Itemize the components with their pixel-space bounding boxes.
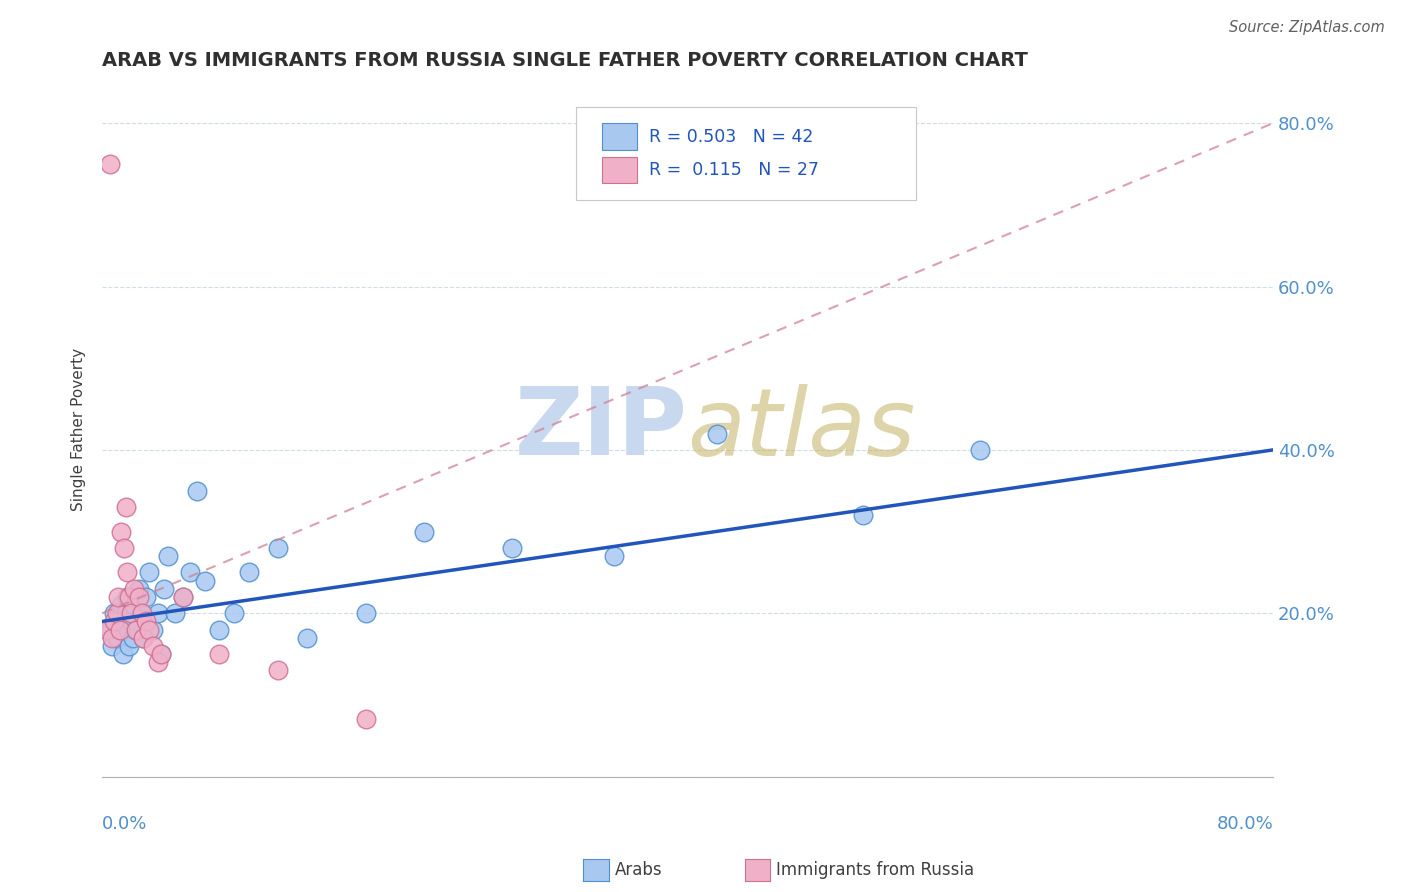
Point xyxy=(501,541,523,555)
Point xyxy=(105,631,128,645)
FancyBboxPatch shape xyxy=(576,107,915,201)
Text: atlas: atlas xyxy=(688,384,915,475)
Point xyxy=(172,590,194,604)
Text: Source: ZipAtlas.com: Source: ZipAtlas.com xyxy=(1229,20,1385,35)
Point xyxy=(132,631,155,645)
Text: 0.0%: 0.0% xyxy=(103,814,148,833)
Point xyxy=(117,639,139,653)
Text: 80.0%: 80.0% xyxy=(1216,814,1272,833)
Point xyxy=(172,590,194,604)
Point xyxy=(96,623,118,637)
Point xyxy=(131,607,153,621)
Point xyxy=(179,566,201,580)
Point xyxy=(115,566,138,580)
Point xyxy=(121,607,143,621)
Point xyxy=(124,598,146,612)
FancyBboxPatch shape xyxy=(602,157,637,183)
Point xyxy=(208,647,231,661)
Point xyxy=(146,655,169,669)
Point xyxy=(267,541,290,555)
Point xyxy=(138,623,160,637)
Text: R = 0.503   N = 42: R = 0.503 N = 42 xyxy=(650,128,813,145)
Text: Immigrants from Russia: Immigrants from Russia xyxy=(776,861,974,879)
Point xyxy=(706,426,728,441)
Point xyxy=(128,582,150,596)
Text: R =  0.115   N = 27: R = 0.115 N = 27 xyxy=(650,161,818,178)
Point xyxy=(238,566,260,580)
Text: ZIP: ZIP xyxy=(515,384,688,475)
Point xyxy=(101,639,124,653)
Point xyxy=(101,631,124,645)
Point xyxy=(111,647,134,661)
Point xyxy=(128,590,150,604)
Point xyxy=(132,631,155,645)
Point xyxy=(103,607,125,621)
Point xyxy=(267,664,290,678)
Point xyxy=(157,549,180,563)
Point xyxy=(165,607,187,621)
Point xyxy=(149,647,172,661)
Point xyxy=(107,590,129,604)
Point xyxy=(110,598,132,612)
Point xyxy=(152,582,174,596)
Point xyxy=(135,615,157,629)
Point xyxy=(114,607,136,621)
Point xyxy=(122,631,145,645)
Point xyxy=(194,574,217,588)
Point xyxy=(146,607,169,621)
Point xyxy=(852,508,875,523)
Point xyxy=(98,623,121,637)
Point xyxy=(186,483,208,498)
Point xyxy=(112,623,135,637)
Point xyxy=(125,623,148,637)
Point xyxy=(142,639,165,653)
Point xyxy=(138,566,160,580)
Text: Arabs: Arabs xyxy=(614,861,662,879)
Point xyxy=(108,615,131,629)
Point xyxy=(117,590,139,604)
Point xyxy=(121,615,143,629)
Point xyxy=(413,524,436,539)
Point xyxy=(295,631,318,645)
Point xyxy=(125,623,148,637)
Point xyxy=(98,157,121,171)
Point xyxy=(124,582,146,596)
Y-axis label: Single Father Poverty: Single Father Poverty xyxy=(72,348,86,511)
Text: ARAB VS IMMIGRANTS FROM RUSSIA SINGLE FATHER POVERTY CORRELATION CHART: ARAB VS IMMIGRANTS FROM RUSSIA SINGLE FA… xyxy=(103,51,1028,70)
Point xyxy=(110,524,132,539)
FancyBboxPatch shape xyxy=(602,123,637,150)
Point xyxy=(112,541,135,555)
Point xyxy=(208,623,231,637)
Point xyxy=(105,607,128,621)
Point xyxy=(354,713,377,727)
Point xyxy=(108,623,131,637)
Point xyxy=(114,500,136,514)
Point xyxy=(115,590,138,604)
Point xyxy=(103,615,125,629)
Point xyxy=(969,442,991,457)
Point xyxy=(603,549,626,563)
Point xyxy=(222,607,245,621)
Point xyxy=(354,607,377,621)
Point xyxy=(135,590,157,604)
Point xyxy=(149,647,172,661)
Point xyxy=(131,607,153,621)
Point xyxy=(142,623,165,637)
